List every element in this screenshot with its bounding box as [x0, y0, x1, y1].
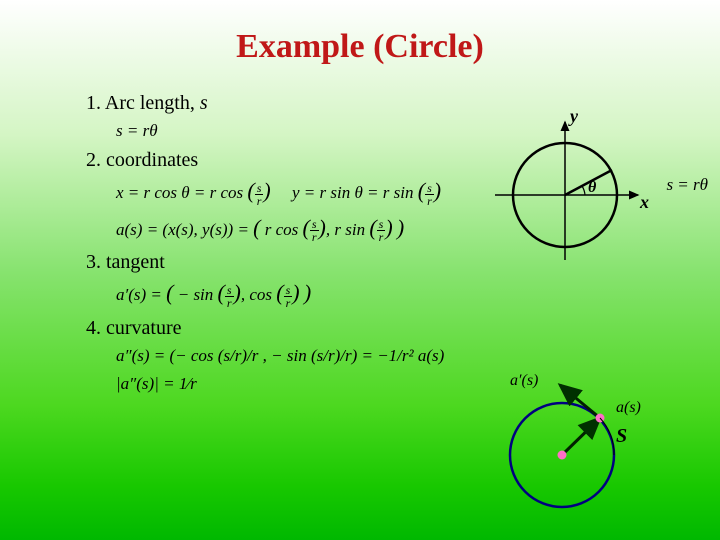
a-label: a(s)	[616, 399, 641, 416]
frac-s: s	[255, 182, 264, 195]
frac-s2: s	[425, 182, 434, 195]
frac-s6: s	[284, 284, 293, 297]
theta-label: θ	[588, 179, 597, 196]
frac-r4: r	[377, 231, 386, 243]
f2a-pre: x = r cos θ = r cos	[116, 183, 243, 202]
heading-1-text: 1. Arc length,	[86, 92, 195, 114]
frac-r5: r	[225, 297, 234, 309]
f2c-b: r sin	[334, 220, 365, 239]
f3-b: cos	[249, 285, 272, 304]
formula-curvature-1: a″(s) = (− cos (s/r)/r , − sin (s/r)/r) …	[86, 346, 720, 366]
f2c-a: r cos	[265, 220, 299, 239]
heading-curvature: 4. curvature	[86, 317, 720, 340]
frac-s5: s	[225, 284, 234, 297]
arc-equals-label: s = rθ	[666, 175, 708, 195]
x-axis-label: x	[639, 192, 649, 212]
diagram-circle-axes: y x θ	[490, 110, 670, 270]
f2c-pre: a(s) = (x(s), y(s)) =	[116, 220, 249, 239]
frac-r2: r	[425, 195, 434, 207]
frac-r6: r	[284, 297, 293, 309]
page-title: Example (Circle)	[0, 0, 720, 66]
y-axis-label: y	[568, 110, 579, 126]
formula-tangent: a′(s) = ( − sin (sr), cos (sr) )	[86, 280, 720, 309]
s-label: S	[616, 425, 627, 447]
f3-pre: a′(s) =	[116, 285, 162, 304]
f2b-pre: y = r sin θ = r sin	[292, 183, 414, 202]
frac-r: r	[255, 195, 264, 207]
frac-r3: r	[310, 231, 319, 243]
diagram-circle-tangent: a′(s) a(s) S	[490, 370, 660, 520]
a-prime-label: a′(s)	[510, 372, 538, 389]
f3-a: − sin	[178, 285, 214, 304]
heading-1-var: s	[200, 92, 208, 114]
